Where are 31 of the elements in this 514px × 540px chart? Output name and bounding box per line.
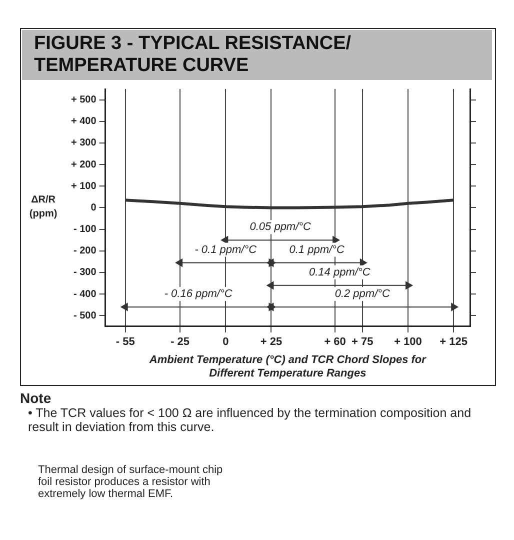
annotation: 0.2 ppm/°C: [334, 288, 390, 300]
annotation: - 0.1 ppm/°C: [194, 244, 257, 256]
x-tick-label: + 60: [324, 336, 346, 348]
text: Thermal design of surface-mount chip foil resistor produces a resistor with extremely low thermal EMF.: [38, 464, 224, 500]
x-tick-label: - 25: [170, 336, 190, 348]
text: Note: [20, 390, 52, 406]
y-tick-label: + 500: [70, 94, 97, 106]
y-tick-label: + 100: [70, 180, 97, 192]
text: • The TCR values for < 100 Ω are influenced by the termination composition and result in deviation from this curve.: [28, 406, 472, 434]
x-tick-label: - 55: [116, 336, 135, 348]
x-axis-title: Ambient Temperature (°C) and TCR Chord Slopes for Different Temperature Ranges: [148, 354, 427, 380]
x-tick-label: + 125: [440, 336, 468, 348]
annotation: 0.1 ppm/°C: [289, 244, 344, 256]
y-tick-label: - 300: [74, 267, 97, 278]
x-tick-label: + 75: [352, 336, 374, 348]
y-axis-title: ΔR/R (ppm): [29, 194, 58, 220]
y-tick-label: - 400: [74, 288, 97, 300]
y-tick-label: - 200: [74, 246, 97, 257]
y-tick-label: + 200: [70, 159, 97, 170]
annotation: 0.14 ppm/°C: [308, 266, 370, 278]
annotation: 0.05 ppm/°C: [250, 221, 312, 234]
x-tick-label: + 25: [260, 336, 282, 348]
y-tick-label: + 300: [70, 138, 97, 149]
y-tick-label: - 500: [74, 310, 97, 322]
chart-title: FIGURE 3 - TYPICAL RESISTANCE/ TEMPERATURE CURVE: [22, 30, 492, 80]
x-tick-label: 0: [222, 336, 229, 348]
y-tick-label: + 400: [70, 116, 97, 128]
annotation: - 0.16 ppm/°C: [164, 288, 232, 300]
y-tick-label: 0: [90, 202, 97, 214]
x-tick-label: + 100: [394, 336, 422, 348]
y-tick-label: - 100: [74, 224, 97, 236]
